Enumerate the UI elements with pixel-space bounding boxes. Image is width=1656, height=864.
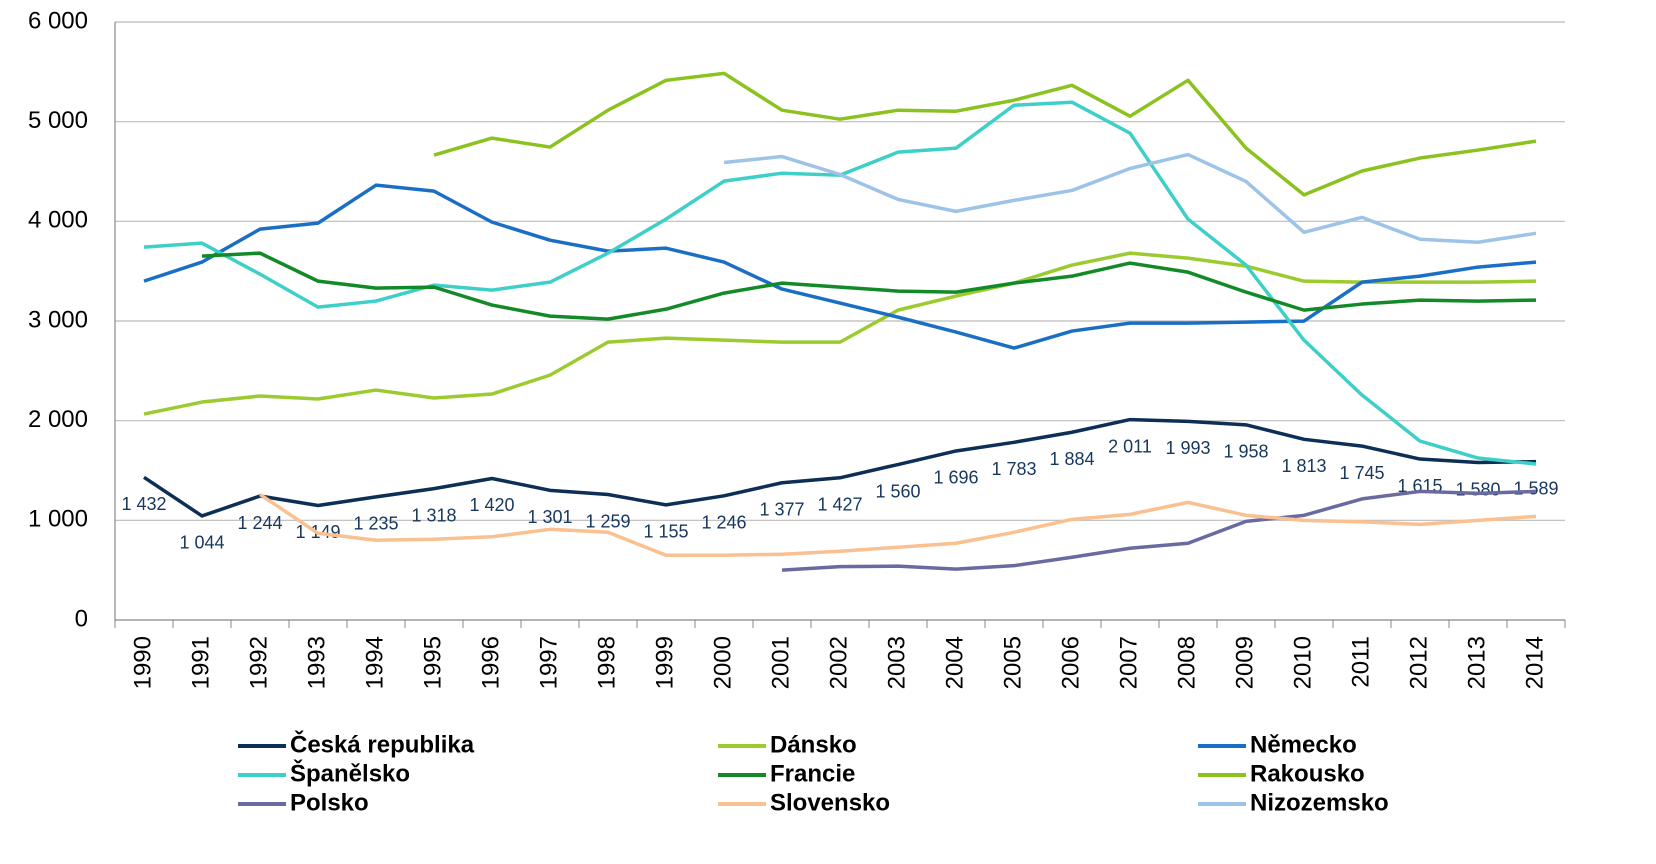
legend-label: Nizozemsko <box>1250 789 1389 816</box>
y-tick-label: 2 000 <box>28 406 88 433</box>
data-label: 1 427 <box>817 495 862 515</box>
data-label: 1 696 <box>933 468 978 488</box>
series-line <box>143 417 1537 518</box>
data-label: 2 011 <box>1108 436 1152 456</box>
x-tick-label: 2001 <box>767 636 794 689</box>
data-label: 1 259 <box>585 511 630 531</box>
series-line <box>201 251 1537 321</box>
data-label: 1 589 <box>1513 478 1558 498</box>
data-label: 1 560 <box>875 481 920 501</box>
y-tick-label: 5 000 <box>28 107 88 134</box>
data-label: 1 580 <box>1455 479 1500 499</box>
data-label: 1 745 <box>1339 463 1384 483</box>
data-label: 1 377 <box>759 500 804 520</box>
legend-label: Francie <box>770 760 855 787</box>
data-label: 1 432 <box>121 494 166 514</box>
x-tick-label: 1998 <box>593 636 620 689</box>
data-label: 1 235 <box>353 514 398 534</box>
series-line <box>723 152 1537 245</box>
x-tick-label: 2008 <box>1173 636 1200 689</box>
x-tick-label: 1994 <box>361 636 388 689</box>
x-tick-label: 2002 <box>825 636 852 689</box>
data-label: 1 246 <box>701 513 746 533</box>
legend-label: Polsko <box>290 789 369 816</box>
data-label: 1 958 <box>1223 442 1268 462</box>
data-label: 1 884 <box>1049 449 1094 469</box>
legend-label: Slovensko <box>770 789 890 816</box>
series-line <box>433 71 1537 197</box>
x-tick-label: 2003 <box>883 636 910 689</box>
series-line <box>143 251 1537 416</box>
x-tick-label: 2006 <box>1057 636 1084 689</box>
x-tick-label: 2012 <box>1405 636 1432 689</box>
data-label: 1 783 <box>991 459 1036 479</box>
legend-label: Rakousko <box>1250 760 1365 787</box>
x-tick-label: 1992 <box>245 636 272 689</box>
x-tick-label: 2004 <box>941 636 968 689</box>
x-tick-label: 1991 <box>187 636 214 689</box>
y-tick-label: 3 000 <box>28 306 88 333</box>
data-label: 1 993 <box>1165 438 1210 458</box>
x-tick-label: 2000 <box>709 636 736 689</box>
series-line <box>781 489 1537 572</box>
x-tick-label: 1995 <box>419 636 446 689</box>
data-label: 1 044 <box>179 533 224 553</box>
data-label: 1 813 <box>1281 456 1326 476</box>
x-tick-label: 1996 <box>477 636 504 689</box>
legend-label: Dánsko <box>770 731 857 758</box>
legend-label: Španělsko <box>290 759 410 787</box>
data-label: 1 420 <box>469 495 514 515</box>
data-label: 1 318 <box>411 505 456 525</box>
y-tick-label: 4 000 <box>28 207 88 234</box>
x-tick-label: 2013 <box>1463 636 1490 689</box>
x-tick-label: 1999 <box>651 636 678 689</box>
data-label: 1 155 <box>643 522 688 542</box>
x-tick-label: 2005 <box>999 636 1026 689</box>
series-line <box>143 183 1537 350</box>
x-tick-label: 2014 <box>1521 636 1548 689</box>
x-tick-label: 1997 <box>535 636 562 689</box>
data-label: 1 301 <box>527 507 572 527</box>
x-tick-label: 2011 <box>1347 636 1374 688</box>
y-tick-label: 0 <box>75 605 88 632</box>
y-tick-label: 1 000 <box>28 506 88 533</box>
x-tick-label: 2010 <box>1289 636 1316 689</box>
x-tick-label: 1993 <box>303 636 330 689</box>
series-line <box>259 492 1537 557</box>
data-label: 1 244 <box>237 513 282 533</box>
x-tick-label: 2007 <box>1115 636 1142 689</box>
legend-label: Německo <box>1250 731 1357 758</box>
legend-label: Česká republika <box>290 730 475 758</box>
y-tick-label: 6 000 <box>28 7 88 34</box>
x-tick-label: 1990 <box>129 636 156 689</box>
x-tick-label: 2009 <box>1231 636 1258 689</box>
